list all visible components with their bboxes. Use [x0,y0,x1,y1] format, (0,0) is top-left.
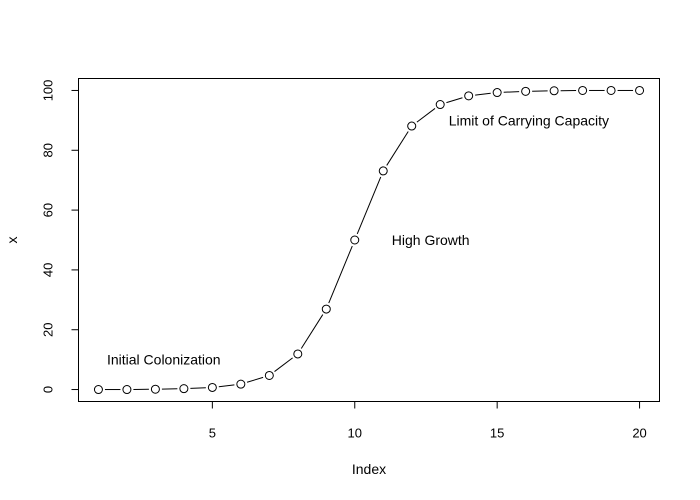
series-segment [218,384,235,388]
series-segment [503,91,520,93]
annotation-label: Initial Colonization [107,352,221,368]
y-tick-label: 100 [41,80,56,102]
series-segment [386,131,409,166]
data-point [236,379,246,389]
data-point [122,385,132,395]
series-segment [190,387,206,389]
annotation-label: High Growth [392,232,470,248]
annotations: Initial Colonization High Growth Limit of … [107,112,609,367]
y-tick-label: 0 [41,386,56,393]
series-segment [446,97,463,104]
x-tick-label: 5 [209,426,216,441]
data-point [378,166,388,176]
data-point [321,304,331,314]
data-point [407,121,417,131]
data-point [549,86,559,96]
y-tick-label: 60 [41,203,56,217]
data-point [350,235,360,245]
y-tick-label: 20 [41,322,56,336]
series-segment [328,245,353,304]
plot-frame [78,78,660,402]
x-tick-label: 15 [490,426,504,441]
y-tick-label: 40 [41,263,56,277]
x-tick-label: 10 [348,426,362,441]
series-segment [356,176,382,235]
series-segment [416,108,436,123]
y-tick-label: 80 [41,143,56,157]
data-point [521,86,531,96]
y-axis-label: x [4,237,20,244]
annotation-label: Limit of Carrying Capacity [449,112,609,128]
series-segment [246,376,264,383]
x-tick-label: 20 [632,426,646,441]
data-point [606,85,616,95]
x-axis: 5 10 15 20 [209,401,647,441]
data-point [179,384,189,394]
y-axis: 0 20 40 60 80 100 [41,80,79,393]
series-segment [475,92,491,96]
data-point [435,100,445,110]
data-point [635,85,645,95]
data-point [293,349,303,359]
data-point [492,88,502,98]
data-point [207,382,217,392]
data-point [578,85,588,95]
data-point [93,385,103,395]
series-segment [300,314,324,349]
x-axis-label: Index [352,461,386,477]
data-point [464,91,474,101]
data-point [150,384,160,394]
data-point [264,370,274,380]
series-line [93,85,645,395]
series-segment [274,357,293,372]
